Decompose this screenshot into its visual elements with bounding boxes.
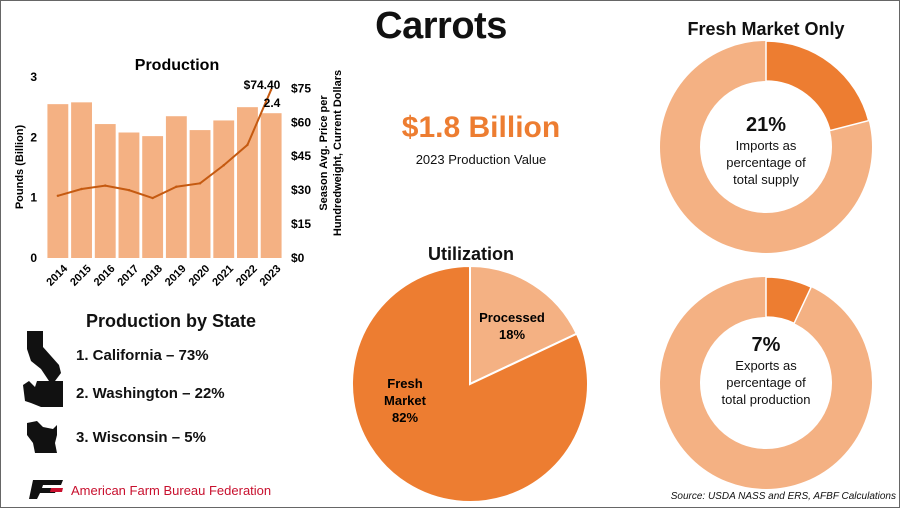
price-line: [57, 89, 273, 200]
x-tick-label-2020: 2020: [187, 263, 213, 289]
right-tick-label: $75: [291, 81, 311, 95]
donut-1-value-segment: [765, 40, 870, 132]
state-row-california: 1. California – 73%: [21, 329, 321, 381]
price-point-2021: [222, 164, 225, 167]
x-tick-label-2016: 2016: [92, 263, 118, 289]
x-tick-label-2019: 2019: [163, 263, 189, 289]
production-bar-2015: [71, 102, 92, 258]
production-bar-2014: [47, 104, 69, 259]
pie-slice-fresh-market: [351, 264, 589, 503]
fresh-market-title: Fresh Market Only: [687, 19, 845, 39]
imports-caption-line-3: total supply: [733, 172, 799, 187]
utilization-pie-chart: Processed 18% Fresh Market 82%: [351, 264, 589, 503]
exports-donut-chart: [660, 276, 872, 489]
exports-percentage: 7%: [751, 334, 781, 356]
production-by-state-title: Production by State: [85, 311, 256, 331]
y-axis-left-label: Pounds (Billion): [14, 125, 26, 210]
x-tick-label-2015: 2015: [68, 263, 94, 289]
production-value-caption: 2023 Production Value: [415, 152, 547, 167]
imports-caption-line-2: percentage of: [726, 155, 806, 170]
exports-donut-center-text: 7% Exports as percentage of total produc…: [701, 333, 831, 408]
left-tick-label: 3: [30, 70, 37, 84]
pie-slice-processed: [469, 264, 579, 386]
right-tick-label: $30: [291, 183, 311, 197]
afbf-logo-icon: [29, 480, 63, 499]
organization-name: American Farm Bureau Federation: [71, 483, 272, 498]
y-axis-right-label-line-1: Season Avg. Price per: [318, 95, 330, 211]
price-point-2014: [56, 194, 60, 197]
left-tick-label: 0: [30, 251, 37, 265]
production-bar-2016: [94, 124, 116, 258]
exports-caption-line-1: Exports as: [735, 358, 797, 373]
price-point-2018: [151, 196, 154, 200]
left-tick-label: 2: [30, 130, 37, 144]
california-shape-icon: [27, 331, 61, 381]
x-tick-label-2014: 2014: [44, 262, 70, 288]
processed-slice-label: Processed 18%: [479, 310, 545, 342]
x-tick-label-2021: 2021: [210, 263, 236, 289]
price-point-2015: [80, 187, 83, 191]
production-bar-2023: [260, 113, 282, 258]
y-axis-right-label-line-2: Hundredweight, Current Dollars: [332, 70, 344, 236]
production-bar-2021: [213, 120, 235, 258]
right-tick-label: $60: [291, 115, 311, 129]
right-tick-label: $0: [291, 251, 305, 265]
price-point-2017: [127, 188, 131, 192]
state-label-california: 1. California – 73%: [76, 347, 209, 364]
production-value-headline: $1.8 Billion: [401, 111, 561, 144]
price-point-2016: [104, 184, 107, 187]
right-tick-label: $15: [291, 217, 311, 231]
utilization-title: Utilization: [428, 244, 514, 264]
state-row-wisconsin: 3. Wisconsin – 5%: [21, 417, 321, 453]
exports-caption-line-2: percentage of: [726, 375, 806, 390]
state-label-washington: 2. Washington – 22%: [76, 385, 225, 402]
price-point-2022: [246, 143, 249, 147]
fresh-market-slice-label-line: 82%: [392, 410, 418, 425]
production-bar-2020: [189, 130, 211, 258]
price-point-2019: [175, 185, 178, 188]
price-point-2020: [198, 182, 202, 185]
production-2023-data-label: 2.4: [264, 96, 281, 110]
state-label-wisconsin: 3. Wisconsin – 5%: [76, 429, 206, 446]
fresh-market-slice-label-line: Fresh: [387, 376, 422, 391]
left-tick-label: 1: [30, 191, 37, 205]
processed-slice-label-line: Processed: [479, 310, 545, 325]
page-title: Carrots: [375, 5, 507, 47]
x-tick-label-2017: 2017: [115, 263, 141, 289]
production-chart-title: Production: [135, 57, 219, 74]
source-note: Source: USDA NASS and ERS, AFBF Calculat…: [670, 491, 896, 502]
x-tick-label-2018: 2018: [139, 263, 165, 289]
fresh-market-slice-label-line: Market: [384, 393, 427, 408]
x-tick-label-2023: 2023: [258, 263, 284, 289]
processed-slice-label-line: 18%: [499, 327, 525, 342]
imports-percentage: 21%: [745, 114, 787, 136]
x-tick-label-2022: 2022: [234, 263, 260, 289]
imports-caption-line-1: Imports as: [735, 138, 797, 153]
exports-caption-line-3: total production: [721, 392, 811, 407]
donut-2-value-segment: [765, 276, 813, 325]
state-row-washington: 2. Washington – 22%: [21, 377, 321, 413]
wisconsin-shape-icon: [27, 421, 57, 453]
fresh-market-slice-label: Fresh Market 82%: [384, 376, 427, 425]
washington-shape-icon: [23, 381, 63, 407]
production-bar-2017: [118, 132, 140, 258]
imports-donut-center-text: 21% Imports as percentage of total suppl…: [701, 113, 831, 188]
price-2023-data-label: $74.40: [244, 78, 281, 92]
price-point-2023: [269, 88, 273, 91]
right-tick-label: $45: [291, 149, 311, 163]
imports-donut-chart: [660, 40, 872, 253]
production-bar-2022: [237, 107, 258, 259]
